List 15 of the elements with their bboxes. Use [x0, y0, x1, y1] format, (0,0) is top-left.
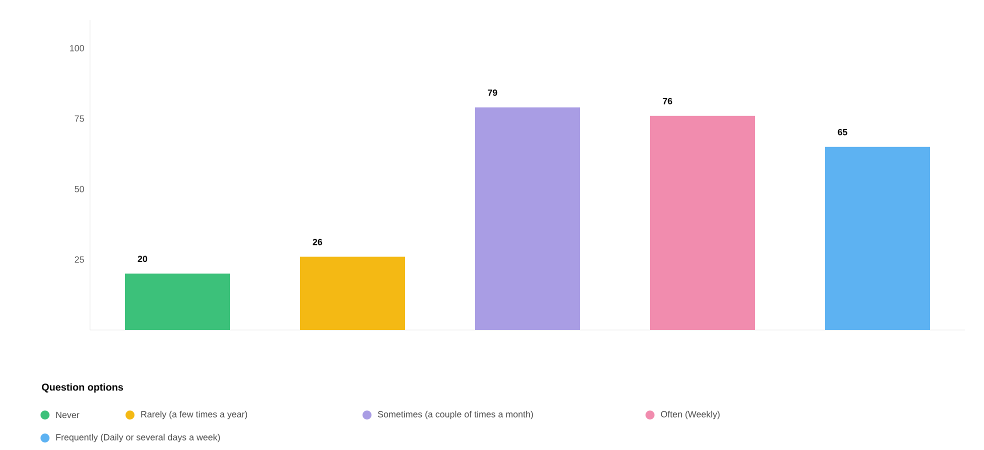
data-label: 65: [838, 128, 848, 136]
legend-label: Never: [56, 412, 80, 418]
legend-label: Rarely (a few times a year): [141, 410, 248, 420]
data-label: 26: [312, 238, 322, 246]
data-label: 79: [488, 89, 498, 96]
legend-label: Often (Weekly): [660, 410, 720, 420]
data-label: 76: [662, 98, 672, 104]
legend-label: Frequently (Daily or several days a week): [56, 434, 220, 442]
legend-title: Question options: [42, 383, 124, 393]
y-tick-label: 25: [74, 256, 84, 263]
legend-label: Sometimes (a couple of times a month): [378, 410, 533, 420]
data-label: 20: [138, 256, 148, 262]
y-tick-label: 100: [70, 45, 84, 52]
y-tick-label: 75: [74, 116, 84, 122]
y-tick-label: 50: [74, 186, 84, 192]
